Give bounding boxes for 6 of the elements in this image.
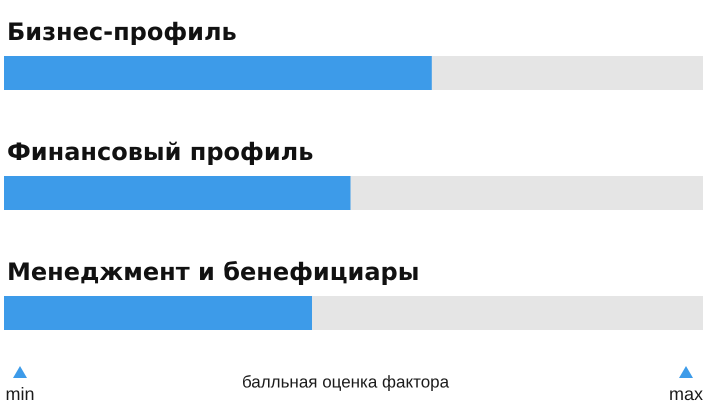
y-tick-label: Финансовый профиль — [7, 138, 314, 166]
x-axis-title: балльная оценка фактора — [242, 372, 450, 392]
y-tick-label: Менеджмент и бенефициары — [7, 258, 420, 286]
y-tick-label: Бизнес-профиль — [7, 18, 237, 46]
text: max — [668, 384, 704, 404]
text: min — [5, 384, 35, 404]
